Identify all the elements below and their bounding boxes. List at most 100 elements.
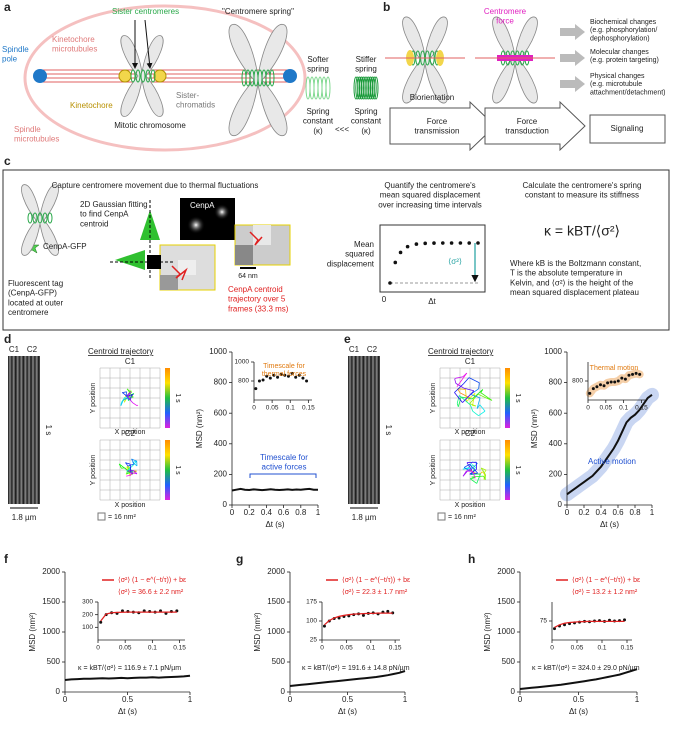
- trajectory: [121, 396, 126, 403]
- spring-coil: [269, 69, 275, 87]
- y-tick-label: 1000: [544, 347, 562, 356]
- block-arrow: [389, 100, 496, 152]
- y-tick-label: 100: [306, 618, 317, 625]
- trajectory: [455, 383, 465, 389]
- trajectory: [131, 458, 137, 462]
- trajectory: [479, 404, 486, 412]
- y-tick-label: 800: [238, 378, 249, 385]
- trajectory: [122, 392, 127, 397]
- x-tick-label: 0: [96, 645, 100, 652]
- cell: [23, 4, 307, 152]
- label: κ = kBT/⟨σ²⟩: [544, 223, 620, 239]
- trajectory: [469, 469, 477, 475]
- label: 1 s: [44, 425, 53, 436]
- label: C1: [9, 345, 20, 354]
- point: [623, 618, 626, 622]
- x-tick-label: 0.5: [342, 695, 354, 704]
- line-series: [64, 674, 191, 681]
- point: [254, 387, 258, 391]
- label: Kelvin, and ⟨σ²⟩ is the height of the: [510, 278, 634, 287]
- x-axis-label: Δt (s): [265, 520, 284, 529]
- point: [261, 378, 265, 382]
- x-tick-label: 0.15: [173, 645, 186, 652]
- legend-label: ⟨σ²⟩ (1 − e^(−t/τ)) + bε: [118, 576, 186, 584]
- y-tick-label: 400: [214, 439, 228, 448]
- label: (κ): [361, 126, 371, 135]
- label: microtubules: [14, 135, 59, 144]
- label: constant: [303, 117, 334, 126]
- point: [305, 379, 309, 383]
- label: 0: [382, 295, 387, 304]
- line-series: [566, 394, 653, 496]
- label: (κ): [313, 126, 323, 135]
- label: Spindle: [14, 125, 41, 134]
- label: over increasing time intervals: [378, 200, 482, 209]
- y-tick-label: 800: [214, 378, 228, 387]
- x-tick-label: 0: [63, 695, 68, 704]
- y-axis-label: MSD (nm²): [483, 612, 492, 651]
- label: attachment/detachment): [590, 90, 666, 97]
- label: Y position: [430, 455, 437, 486]
- label: 2D Gaussian fitting: [80, 200, 148, 209]
- label: C1: [349, 345, 360, 354]
- trajectory: [484, 469, 487, 473]
- label: Spring: [354, 107, 377, 116]
- schematic-dot: [405, 244, 410, 249]
- x-tick-label: 0.05: [119, 645, 132, 652]
- x-tick-label: 0.1: [148, 645, 157, 652]
- y-tick-label: 800: [549, 378, 563, 387]
- trajectory: [118, 463, 128, 471]
- y-tick-label: 1500: [267, 597, 285, 606]
- point: [279, 372, 283, 376]
- trajectory: [468, 469, 472, 471]
- label: CenpA-GFP: [43, 242, 87, 251]
- trajectory: [120, 400, 124, 406]
- annotation: Timescale for: [263, 363, 305, 370]
- x-tick-label: 0: [518, 695, 523, 704]
- trajectory: [469, 393, 479, 404]
- label: Kinetochore: [52, 35, 95, 44]
- point: [595, 385, 599, 389]
- label: C2: [27, 345, 38, 354]
- trajectory: [457, 396, 462, 407]
- label: Calculate the centromere's spring: [523, 181, 642, 190]
- schematic-dot: [476, 241, 480, 245]
- spring-coil: [321, 76, 327, 100]
- y-tick-label: 500: [502, 657, 516, 666]
- line-series: [324, 612, 393, 626]
- y-axis-label: MSD (nm²): [530, 409, 539, 448]
- line-series: [289, 670, 406, 687]
- trajectory: [469, 403, 477, 407]
- trajectory: [476, 397, 481, 409]
- label: squared: [345, 250, 374, 259]
- label: Where kB is the Boltzmann constant,: [510, 259, 641, 268]
- trajectory: [125, 462, 131, 465]
- kinetochore: [118, 69, 132, 83]
- y-tick-label: 75: [540, 618, 548, 625]
- y-tick-label: 500: [47, 657, 61, 666]
- label: C2: [367, 345, 378, 354]
- label: 1 s: [514, 465, 521, 475]
- y-tick-label: 0: [223, 500, 228, 509]
- annotation: thermal forces: [262, 371, 307, 378]
- chromatid: [21, 184, 59, 256]
- label: Force: [517, 117, 538, 126]
- label: 1 s: [174, 393, 181, 403]
- trajectory: [123, 398, 127, 401]
- label: Centroid trajectory: [428, 347, 493, 356]
- point: [620, 376, 624, 380]
- x-tick-label: 0.1: [286, 405, 295, 412]
- trajectory: [129, 395, 132, 401]
- label: d: [4, 332, 11, 346]
- label: 1 s: [174, 465, 181, 475]
- point: [386, 609, 390, 613]
- label: Sister-: [176, 91, 199, 100]
- y-tick-label: 1000: [267, 627, 285, 636]
- x-tick-label: 0.15: [635, 405, 648, 412]
- label: Y position: [430, 383, 437, 414]
- trajectory: [470, 477, 476, 480]
- trajectory: [469, 464, 478, 474]
- y-tick-label: 500: [272, 657, 286, 666]
- x-tick-label: 0.1: [366, 645, 375, 652]
- trajectory: [472, 464, 476, 468]
